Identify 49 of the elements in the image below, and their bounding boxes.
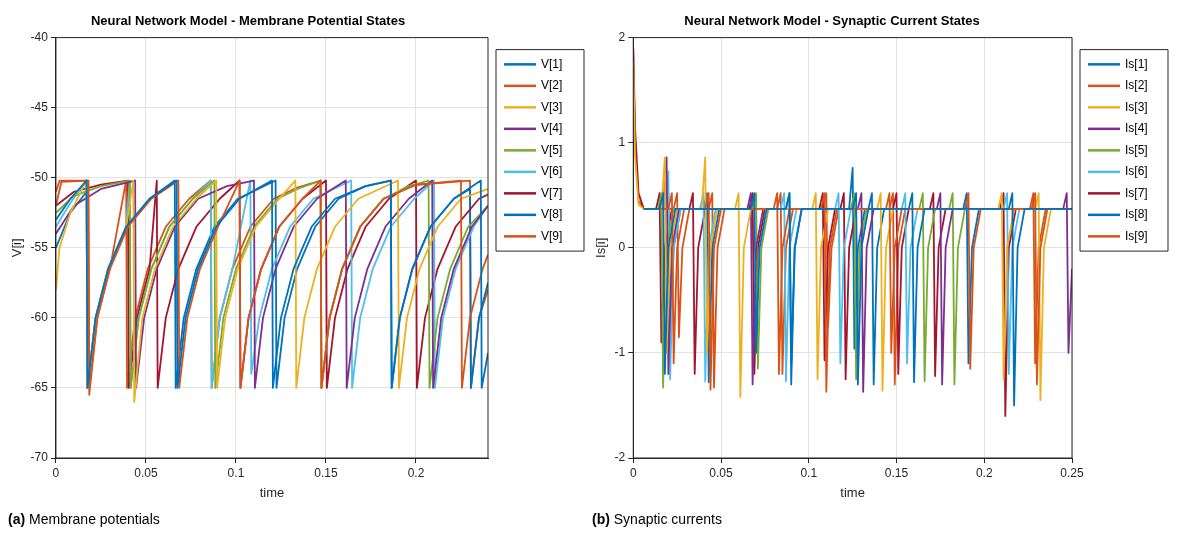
chart-title: Neural Network Model - Synaptic Current States [684,13,980,29]
y-tick-label: -65 [30,380,49,395]
x-tick-label: 0.15 [884,465,909,480]
legend-label: V[9] [541,228,563,243]
x-tick-label: 0.2 [407,465,425,480]
y-tick-label: -1 [614,345,626,360]
y-axis-title: Is[i] [593,237,609,258]
y-tick-label: -70 [30,450,49,465]
y-tick-label: -45 [30,99,49,114]
chart-title: Neural Network Model - Membrane Potential States [90,13,406,29]
legend-label: V[1] [541,56,563,71]
legend-label: Is[4] [1125,121,1148,136]
legend-label: V[7] [541,185,563,200]
legend-label: Is[9] [1125,228,1148,243]
y-tick-label: 2 [618,29,626,44]
legend-label: V[4] [541,121,563,136]
x-tick-label: 0.1 [227,465,245,480]
x-tick-label: 0.25 [1060,465,1084,480]
x-tick-label: 0.05 [709,465,734,480]
y-axis-title: V[i] [9,238,25,258]
text: (b) Synaptic currents [592,511,722,527]
legend-label: V[6] [541,164,563,179]
x-tick-label: 0 [629,465,637,480]
y-tick-label: 0 [618,240,626,255]
x-axis-title: time [840,484,865,500]
legend-label: V[8] [541,207,563,222]
x-tick-label: 0 [52,465,60,480]
y-tick-label: -2 [614,450,626,465]
legend-label: V[5] [541,142,563,157]
legend-label: Is[8] [1125,207,1148,222]
legend-label: V[2] [541,78,563,93]
x-tick-label: 0.15 [314,465,338,480]
x-tick-label: 0.1 [800,465,818,480]
text: (a) Membrane potentials [8,511,160,527]
y-tick-label: -60 [30,310,49,325]
y-tick-label: -55 [30,240,49,255]
x-tick-label: 0.05 [134,465,158,480]
legend-label: Is[6] [1125,164,1148,179]
x-tick-label: 0.2 [975,465,993,480]
legend-label: Is[7] [1125,185,1148,200]
legend-label: Is[5] [1125,142,1148,157]
legend-label: Is[1] [1125,56,1148,71]
x-axis-title: time [259,484,285,500]
y-tick-label: -40 [30,29,49,44]
legend-label: V[3] [541,99,563,114]
legend-label: Is[2] [1125,78,1148,93]
y-tick-label: -50 [30,170,49,185]
legend-label: Is[3] [1125,99,1148,114]
y-tick-label: 1 [618,135,626,150]
